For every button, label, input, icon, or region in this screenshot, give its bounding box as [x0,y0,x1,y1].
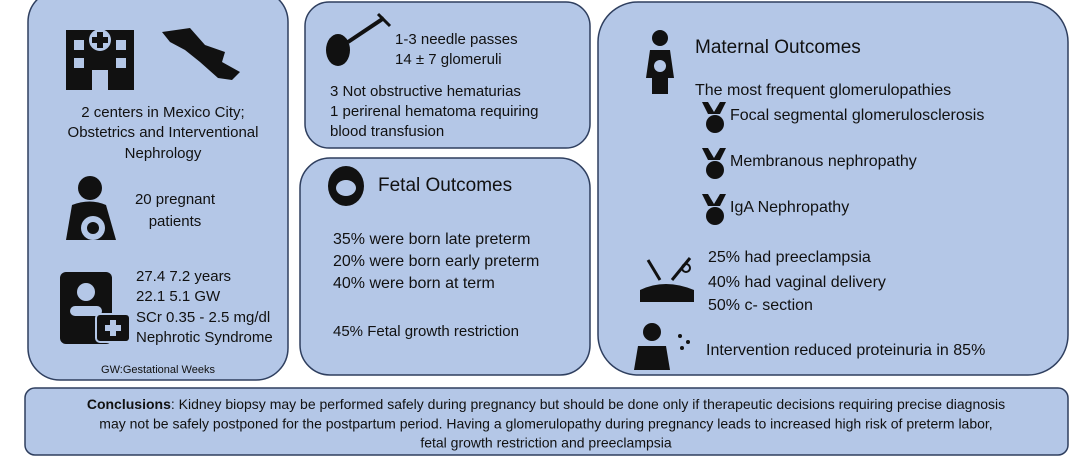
conclusion-line: fetal growth restriction and preeclampsi… [420,435,672,451]
maternal-subtitle: The most frequent glomerulopathies [695,82,951,99]
doctor-icon [634,323,690,370]
complication: 1 perirenal hematoma requiring [330,103,538,120]
demographics-line: 22.1 5.1 GW [136,288,221,305]
demographics-line: Nephrotic Syndrome [136,329,273,346]
biopsy-line: 14 ± 7 glomeruli [395,51,502,68]
biopsy-line: 1-3 needle passes [395,31,518,48]
panel-conclusions [24,387,1069,456]
kidney-needle-icon [326,12,392,66]
demographics-line: SCr 0.35 - 2.5 mg/dl [136,309,270,326]
delivery-item: 25% had preeclampsia [708,249,871,266]
surgery-icon [640,257,694,302]
fetal-title: Fetal Outcomes [378,175,512,196]
delivery-item: 50% c- section [708,297,813,314]
conclusion-line: Conclusions: Kidney biopsy may be perfor… [87,396,1005,412]
setting-line: Nephrology [125,145,202,162]
panel-maternal [597,1,1069,376]
complication: blood transfusion [330,123,444,140]
fetal-item: 40% were born at term [333,275,495,292]
intervention: Intervention reduced proteinuria in 85% [706,342,985,359]
glomerulopathy: Membranous nephropathy [730,153,917,170]
glomerulopathy: Focal segmental glomerulosclerosis [730,107,984,124]
patients-line: 20 pregnant [135,191,216,208]
demographics-line: 27.4 7.2 years [136,268,231,285]
map-icon [162,28,240,80]
record-icon [60,272,131,344]
fetal-note: 45% Fetal growth restriction [333,323,519,340]
conclusion-line: may not be safely postponed for the post… [99,416,992,432]
medal-icons [702,102,726,225]
hospital-icon [66,29,134,90]
mother-icon [646,30,674,94]
panel-biopsy [304,1,591,149]
pregnant-icon [66,176,116,240]
footnote: GW:Gestational Weeks [101,364,215,376]
conclusion-label: Conclusions [87,396,171,412]
panel-fetal [299,157,591,376]
setting-line: 2 centers in Mexico City; [81,104,244,121]
maternal-title: Maternal Outcomes [695,37,861,58]
patients-line: patients [149,213,202,230]
delivery-item: 40% had vaginal delivery [708,274,886,291]
conclusion-text: : Kidney biopsy may be performed safely … [171,396,1005,412]
complication: 3 Not obstructive hematurias [330,83,521,100]
glomerulopathy: IgA Nephropathy [730,199,849,216]
ultrasound-icon [328,166,364,206]
setting-line: Obstetrics and Interventional [68,124,259,141]
fetal-item: 20% were born early preterm [333,253,539,270]
fetal-item: 35% were born late preterm [333,231,530,248]
